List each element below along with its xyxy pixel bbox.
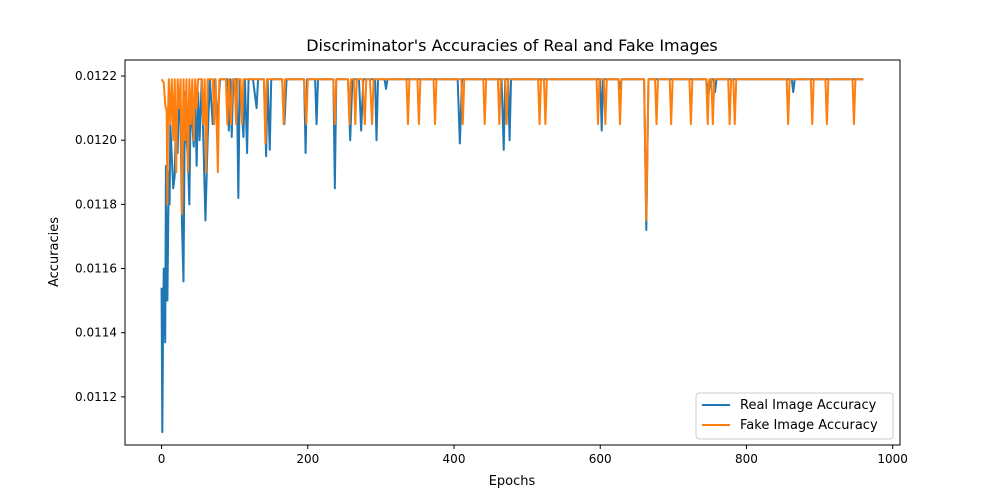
x-tick-label: 400 [443, 452, 466, 466]
x-tick-label: 0 [158, 452, 166, 466]
y-tick-label: 0.0116 [75, 262, 117, 276]
y-tick-label: 0.0118 [75, 197, 117, 211]
x-axis-ticks: 0 200 400 600 800 1000 [158, 445, 908, 466]
x-tick-label: 800 [735, 452, 758, 466]
legend-box [695, 392, 894, 440]
legend: Real Image Accuracy Fake Image Accuracy [695, 392, 894, 440]
x-axis-label: Epochs [489, 474, 536, 489]
chart-title: Discriminator's Accuracies of Real and F… [306, 36, 718, 55]
y-tick-label: 0.0114 [75, 326, 117, 340]
series-line-fake [160, 78, 864, 222]
y-tick-label: 0.0120 [75, 133, 117, 147]
y-axis-ticks: 0.0112 0.0114 0.0116 0.0118 0.0120 0.0122 [75, 69, 125, 404]
x-tick-label: 200 [296, 452, 319, 466]
legend-label-fake: Fake Image Accuracy [740, 418, 878, 433]
x-tick-label: 600 [589, 452, 612, 466]
y-tick-label: 0.0122 [75, 69, 117, 83]
y-tick-label: 0.0112 [75, 390, 117, 404]
legend-label-real: Real Image Accuracy [740, 398, 877, 413]
y-axis-label: Accuracies [47, 217, 62, 287]
plot-frame [124, 59, 901, 446]
x-tick-label: 1000 [877, 452, 908, 466]
plot-series [160, 78, 864, 434]
